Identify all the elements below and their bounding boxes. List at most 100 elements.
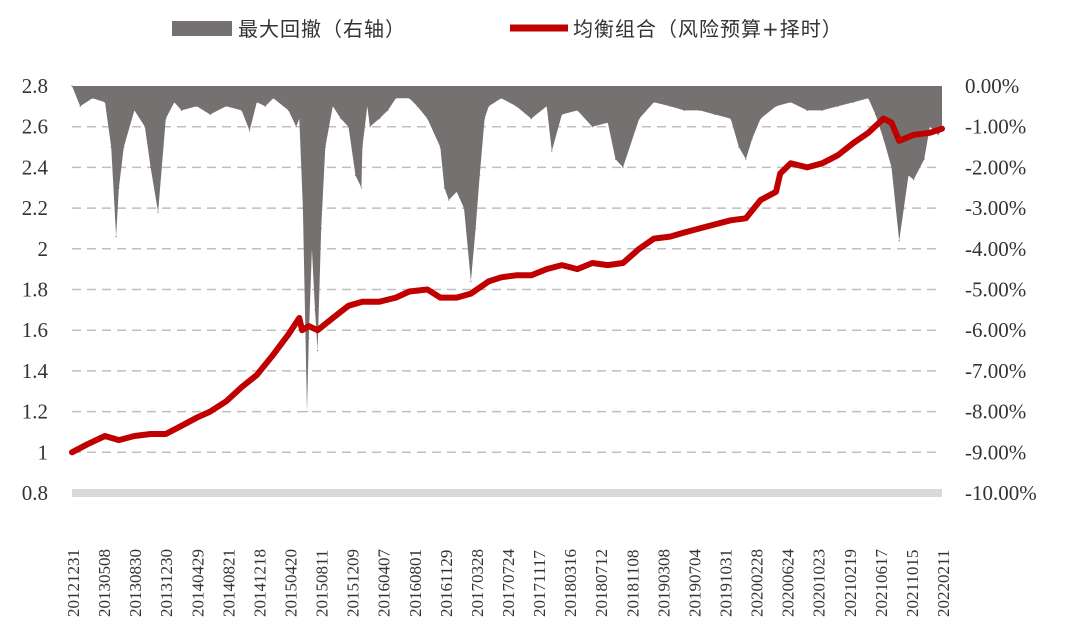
x-tick-label: 20200624 bbox=[779, 549, 798, 618]
x-tick-label: 20170328 bbox=[468, 549, 487, 617]
drawdown-point bbox=[867, 97, 869, 99]
x-tick-label: 20150420 bbox=[282, 549, 301, 617]
drawdown-point bbox=[361, 146, 363, 148]
drawdown-point bbox=[852, 101, 855, 103]
portfolio-point bbox=[406, 289, 412, 294]
portfolio-point bbox=[286, 331, 291, 337]
x-tick-label: 20170724 bbox=[499, 549, 518, 618]
drawdown-point bbox=[806, 109, 808, 111]
drawdown-point bbox=[439, 146, 441, 148]
drawdown-point bbox=[546, 105, 548, 107]
x-tick-label: 20161129 bbox=[437, 550, 456, 617]
drawdown-point bbox=[622, 166, 624, 168]
x-tick-label: 20220211 bbox=[934, 550, 953, 617]
drawdown-point bbox=[448, 199, 450, 201]
legend-label-drawdown: 最大回撤（右轴） bbox=[238, 17, 406, 41]
portfolio-point bbox=[758, 197, 763, 203]
portfolio-point bbox=[254, 372, 260, 378]
portfolio-point bbox=[528, 272, 534, 278]
y-tick-label-left: 1 bbox=[38, 440, 49, 464]
drawdown-point bbox=[470, 280, 472, 282]
drawdown-point bbox=[488, 105, 490, 107]
portfolio-point bbox=[454, 295, 460, 300]
portfolio-point bbox=[777, 171, 783, 176]
drawdown-point bbox=[530, 118, 532, 120]
y-tick-label-left: 1.8 bbox=[22, 278, 48, 302]
portfolio-point bbox=[559, 262, 565, 268]
portfolio-point bbox=[896, 138, 902, 144]
drawdown-point bbox=[110, 146, 112, 148]
drawdown-point bbox=[347, 126, 350, 128]
portfolio-point bbox=[486, 279, 492, 284]
y-tick-label-left: 0.8 bbox=[22, 481, 48, 505]
portfolio-point bbox=[179, 423, 184, 429]
drawdown-point bbox=[937, 134, 939, 136]
portfolio-point bbox=[681, 230, 687, 235]
y-tick-label-right: -10.00% bbox=[965, 481, 1037, 505]
drawdown-point bbox=[395, 97, 397, 99]
drawdown-point bbox=[923, 158, 925, 160]
drawdown-point bbox=[408, 97, 410, 99]
y-tick-label-right: -1.00% bbox=[965, 115, 1026, 139]
drawdown-point bbox=[209, 113, 211, 116]
x-tick-label: 20140429 bbox=[188, 549, 207, 617]
y-tick-label-left: 1.6 bbox=[22, 318, 48, 342]
drawdown-point bbox=[426, 118, 428, 120]
legend-label-portfolio: 均衡组合（风险预算+择时） bbox=[573, 17, 843, 41]
x-tick-label: 20130508 bbox=[95, 549, 114, 617]
drawdown-point bbox=[760, 118, 762, 120]
drawdown-point bbox=[360, 187, 362, 189]
y-tick-label-left: 1.2 bbox=[22, 400, 48, 424]
portfolio-point bbox=[667, 234, 673, 240]
x-tick-label: 20171117 bbox=[530, 550, 549, 617]
portfolio-line bbox=[69, 115, 945, 456]
drawdown-point bbox=[898, 240, 900, 242]
legend: 最大回撤（右轴） 均衡组合（风险预算+择时） bbox=[172, 17, 843, 41]
drawdown-point bbox=[790, 101, 792, 103]
y-tick-label-right: -3.00% bbox=[965, 196, 1026, 220]
drawdown-point bbox=[751, 138, 753, 140]
legend-swatch-drawdown bbox=[172, 21, 232, 36]
y-axis-right: 0.00% -1.00% -2.00% -3.00% -4.00% -5.00% -6.00… bbox=[965, 74, 1037, 505]
x-tick-label: 20130830 bbox=[126, 549, 145, 617]
drawdown-point bbox=[173, 101, 175, 103]
drawdown-point bbox=[196, 105, 198, 107]
drawdown-point bbox=[500, 97, 502, 99]
portfolio-point bbox=[306, 323, 312, 329]
x-tick-label: 20131230 bbox=[157, 549, 176, 617]
drawdown-point bbox=[576, 109, 579, 111]
drawdown-point bbox=[144, 126, 146, 128]
x-tick-label: 20201023 bbox=[810, 549, 829, 617]
drawdown-point bbox=[314, 309, 316, 311]
drawdown-point bbox=[295, 126, 297, 128]
y-tick-label-right: -4.00% bbox=[965, 237, 1026, 261]
portfolio-point bbox=[132, 433, 137, 439]
drawdown-point bbox=[730, 118, 732, 120]
x-tick-label: 20210219 bbox=[841, 549, 860, 617]
drawdown-point bbox=[463, 207, 465, 209]
drawdown-point bbox=[123, 146, 125, 148]
drawdown-point bbox=[907, 174, 910, 177]
portfolio-point bbox=[85, 441, 90, 447]
x-tick-label: 20181108 bbox=[623, 550, 642, 617]
drawdown-point bbox=[241, 109, 243, 111]
x-tick-label: 20140821 bbox=[219, 549, 238, 617]
drawdown-point bbox=[133, 109, 135, 111]
portfolio-point bbox=[712, 222, 718, 227]
portfolio-point bbox=[299, 327, 305, 333]
portfolio-line-series bbox=[69, 115, 945, 456]
y-tick-label-left: 2 bbox=[38, 237, 49, 261]
y-tick-label-left: 2.4 bbox=[22, 155, 49, 179]
drawdown-point bbox=[515, 105, 517, 107]
drawdown-point bbox=[874, 113, 877, 116]
drawdown-point bbox=[165, 118, 167, 120]
drawdown-point bbox=[775, 105, 777, 107]
y-tick-label-left: 2.6 bbox=[22, 115, 48, 139]
portfolio-point bbox=[116, 437, 122, 443]
y-tick-label-right: -8.00% bbox=[965, 400, 1026, 424]
drawdown-point bbox=[738, 146, 740, 148]
portfolio-point bbox=[194, 415, 200, 421]
portfolio-point bbox=[773, 189, 779, 195]
drawdown-point bbox=[225, 105, 227, 107]
portfolio-point bbox=[819, 160, 825, 166]
